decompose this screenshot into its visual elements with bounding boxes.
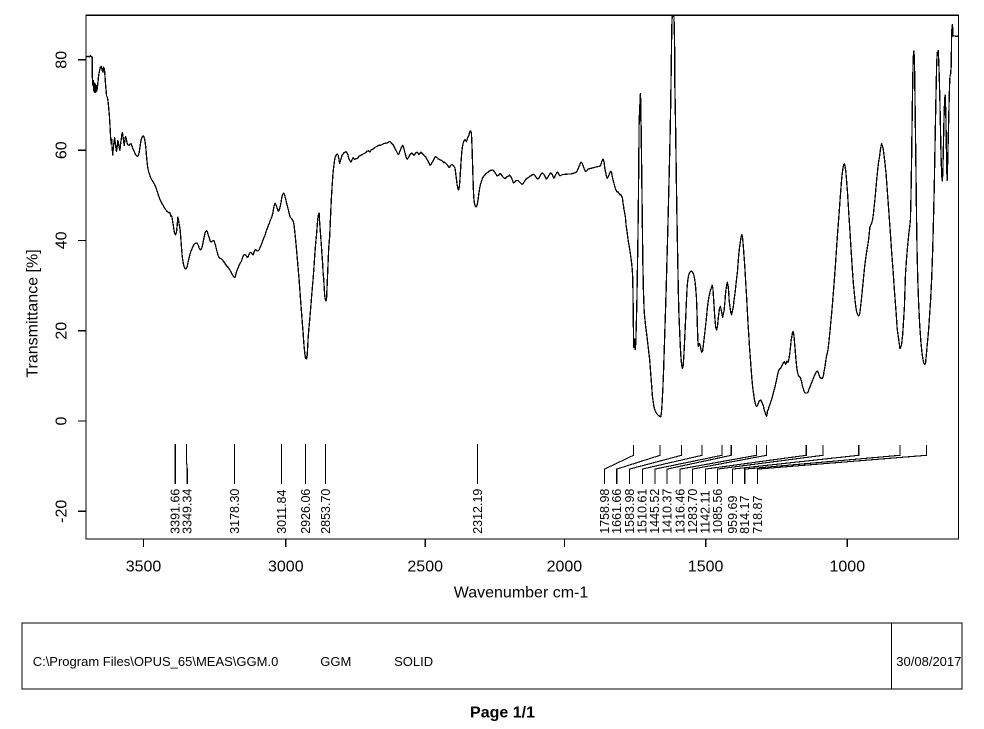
- svg-text:3349.34: 3349.34: [180, 489, 194, 534]
- svg-text:Page 1/1: Page 1/1: [470, 705, 535, 722]
- svg-text:1500: 1500: [688, 559, 724, 576]
- svg-text:40: 40: [54, 231, 71, 249]
- svg-text:1142.11: 1142.11: [699, 490, 713, 533]
- svg-text:Transmittance [%]: Transmittance [%]: [25, 249, 42, 377]
- svg-text:1316.46: 1316.46: [673, 489, 687, 534]
- svg-text:1283.70: 1283.70: [686, 489, 700, 534]
- svg-text:C:\Program Files\OPUS_65\MEAS\: C:\Program Files\OPUS_65\MEAS\GGM.0: [33, 654, 279, 669]
- svg-text:0: 0: [54, 416, 71, 425]
- svg-text:2312.19: 2312.19: [471, 489, 485, 534]
- svg-text:30/08/2017: 30/08/2017: [896, 654, 961, 669]
- svg-text:3011.84: 3011.84: [275, 489, 289, 533]
- svg-text:3178.30: 3178.30: [228, 489, 242, 534]
- svg-text:2853.70: 2853.70: [319, 489, 333, 534]
- svg-text:Wavenumber cm-1: Wavenumber cm-1: [454, 585, 589, 602]
- svg-text:60: 60: [54, 141, 71, 159]
- svg-text:3500: 3500: [126, 559, 162, 576]
- svg-text:3391.66: 3391.66: [168, 489, 182, 534]
- svg-text:1085.56: 1085.56: [711, 489, 725, 534]
- svg-text:20: 20: [54, 322, 71, 340]
- svg-text:1661.66: 1661.66: [610, 489, 624, 534]
- svg-text:3000: 3000: [268, 559, 304, 576]
- svg-text:1410.37: 1410.37: [660, 489, 674, 534]
- svg-text:1445.52: 1445.52: [648, 489, 662, 534]
- svg-text:2926.06: 2926.06: [299, 489, 313, 534]
- svg-text:959.69: 959.69: [726, 496, 740, 534]
- svg-text:2000: 2000: [547, 559, 583, 576]
- svg-text:814.17: 814.17: [738, 496, 752, 534]
- svg-text:2500: 2500: [407, 559, 443, 576]
- svg-text:80: 80: [54, 51, 71, 69]
- svg-text:718.87: 718.87: [751, 496, 765, 534]
- svg-text:GGM: GGM: [320, 654, 351, 669]
- svg-text:1000: 1000: [830, 559, 866, 576]
- svg-text:-20: -20: [54, 500, 71, 523]
- svg-text:1583.98: 1583.98: [623, 489, 637, 534]
- svg-text:SOLID: SOLID: [394, 654, 433, 669]
- svg-text:1758.98: 1758.98: [598, 489, 612, 534]
- svg-text:1510.61: 1510.61: [636, 489, 650, 534]
